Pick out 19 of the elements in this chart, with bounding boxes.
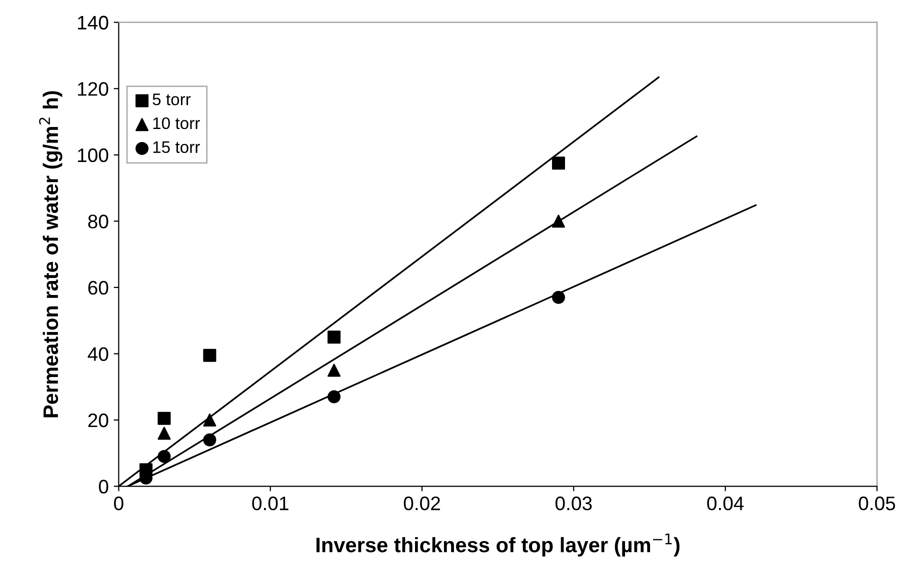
y-tick-label: 20 xyxy=(88,413,108,428)
y-tick-label: 0 xyxy=(98,480,108,494)
y-tick-label: 140 xyxy=(78,16,108,30)
legend-label: 15 torr xyxy=(153,141,200,153)
x-tick-label: 0.02 xyxy=(404,496,440,510)
x-tick-label: 0.03 xyxy=(556,496,592,510)
x-tick-label: 0 xyxy=(114,496,124,510)
y-tick-label: 60 xyxy=(88,280,108,295)
legend-label: 10 torr xyxy=(153,117,200,130)
y-axis-title: Permeation rate of water (g/m$^{2}$ h) xyxy=(39,91,62,418)
x-axis-title: Inverse thickness of top layer (µm$^{−1}$) xyxy=(316,534,680,557)
legend-label: 5 torr xyxy=(152,94,191,106)
x-tick-label: 0.01 xyxy=(252,496,288,510)
y-tick-label: 80 xyxy=(88,214,108,228)
y-tick-label: 100 xyxy=(78,148,108,162)
x-tick-label: 0.04 xyxy=(707,496,744,510)
y-tick-label: 120 xyxy=(78,82,108,96)
y-tick-label: 40 xyxy=(88,347,108,361)
x-tick-label: 0.05 xyxy=(858,496,896,510)
